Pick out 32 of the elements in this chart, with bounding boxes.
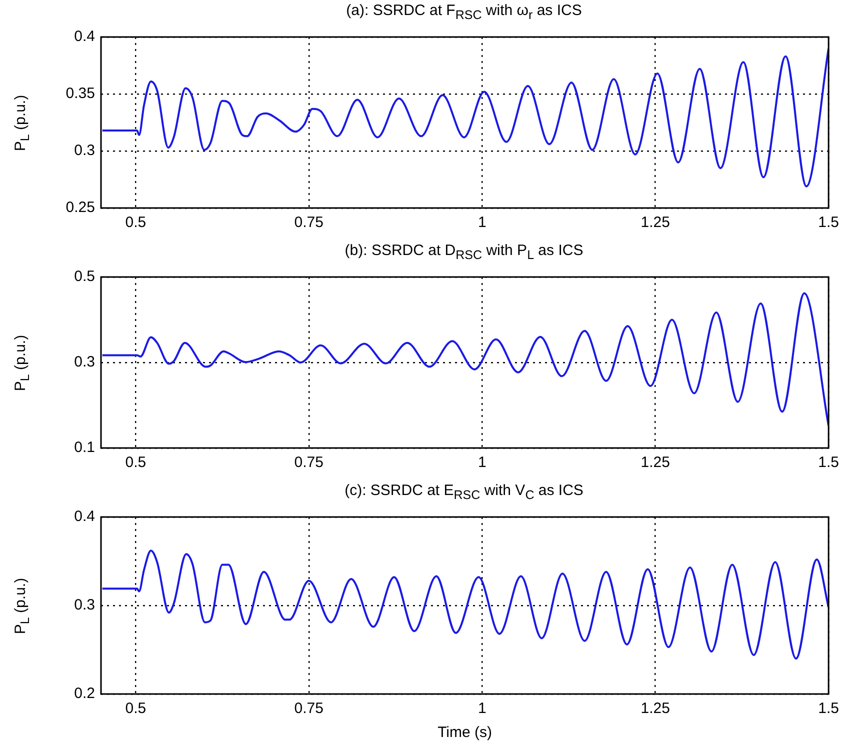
y-tick-label: 0.35 (66, 85, 95, 102)
y-tick-label: 0.1 (74, 439, 95, 456)
x-tick-label: 0.5 (125, 700, 146, 718)
y-tick-label: 0.2 (74, 685, 95, 702)
x-tick-label: 1.5 (818, 454, 840, 472)
y-tick-label: 0.4 (74, 508, 95, 526)
chart-title: (c): SSRDC at E$_{RSC}$ with V$_{C}$ as ICS (344, 481, 584, 502)
chart-title: (a): SSRDC at F$_{RSC}$ with ω$_{r}$ as ICS (345, 1, 583, 22)
y-tick-label: 0.4 (74, 28, 95, 46)
y-tick-label: 0.25 (66, 199, 95, 216)
x-tick-label: 0.75 (294, 700, 324, 718)
x-tick-label: 1.25 (640, 454, 670, 472)
line-series (101, 550, 829, 660)
x-tick-label: 1.5 (818, 214, 840, 232)
x-tick-label: 0.5 (125, 214, 146, 232)
x-tick-label: 1 (478, 454, 486, 472)
x-tick-label: 0.75 (294, 454, 324, 472)
x-tick-label: 0.75 (294, 214, 324, 232)
x-axis-title: Time (s) (438, 724, 492, 742)
x-tick-label: 1 (478, 700, 486, 718)
y-tick-label: 0.3 (74, 354, 95, 371)
y-tick-label: 0.5 (74, 268, 95, 286)
x-tick-label: 1 (478, 214, 486, 232)
line-series (101, 292, 829, 427)
x-tick-label: 1.25 (640, 700, 670, 718)
x-tick-label: 1.25 (640, 214, 670, 232)
x-tick-label: 0.5 (125, 454, 146, 472)
chart-title: (b): SSRDC at D$_{RSC}$ with P$_{L}$ as ICS (344, 241, 584, 262)
y-tick-label: 0.3 (74, 596, 95, 614)
y-tick-label: 0.3 (74, 142, 95, 160)
line-series (101, 47, 829, 188)
x-tick-label: 1.5 (818, 700, 840, 718)
